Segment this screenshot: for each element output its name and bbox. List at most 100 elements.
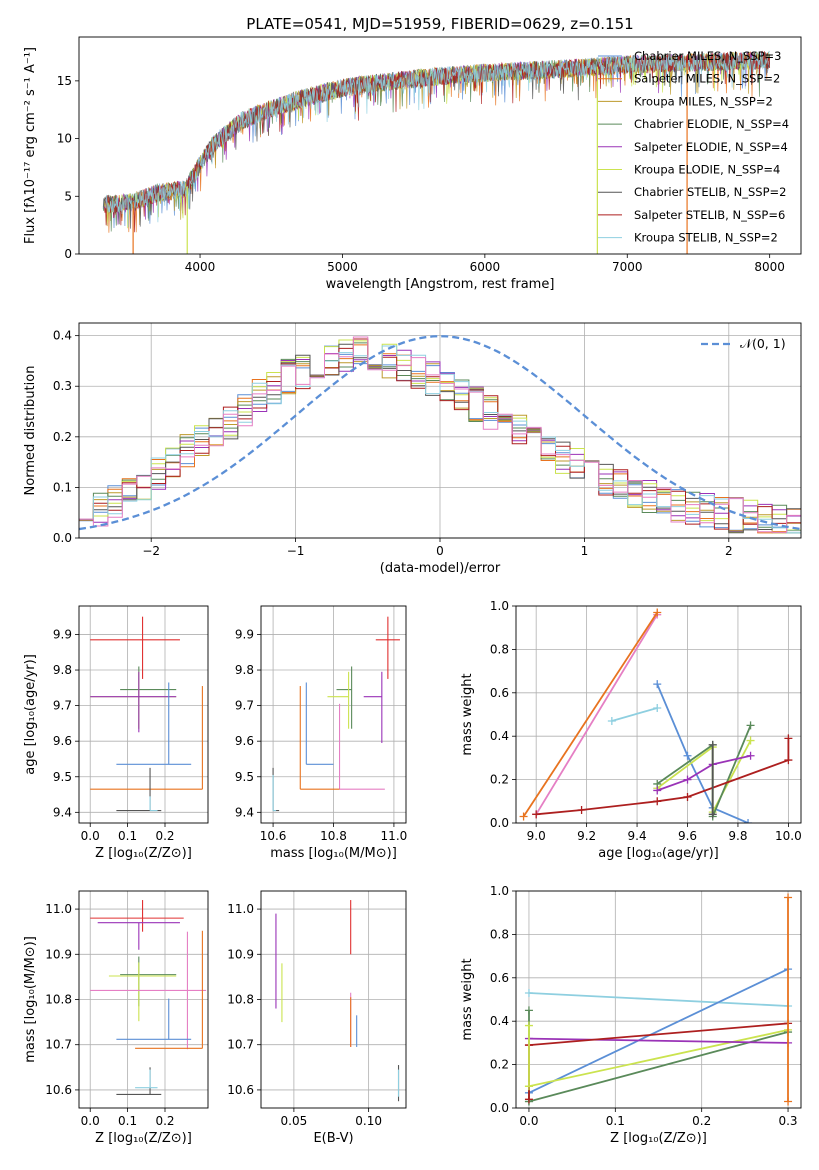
x-tick-label: 9.2 — [577, 829, 596, 843]
x-axis-label: Z [log₁₀(Z/Z⊙)] — [610, 1131, 707, 1146]
y-tick-label: 10 — [57, 132, 72, 146]
plot-frame — [78, 36, 802, 255]
weight-line — [528, 1022, 789, 1046]
weight-point — [784, 756, 793, 765]
y-tick-label: 9.4 — [235, 805, 254, 819]
x-tick-label: 5000 — [327, 260, 358, 274]
y-tick-label: 0.6 — [490, 971, 509, 985]
legend-label: Salpeter ELODIE, N_SSP=4 — [634, 140, 788, 154]
weight-point — [524, 1082, 533, 1091]
y-tick-label: 9.8 — [53, 663, 72, 677]
y-tick-label: 9.5 — [53, 770, 72, 784]
legend-label: Kroupa ELODIE, N_SSP=4 — [634, 163, 780, 177]
y-tick-label: 0.3 — [53, 379, 72, 393]
y-tick-label: 9.6 — [235, 734, 254, 748]
y-axis-label: age [log₁₀(age/yr)] — [23, 654, 38, 775]
x-tick-label: 0.3 — [778, 1114, 797, 1128]
x-tick-label: 0.0 — [81, 829, 100, 843]
weight-point — [784, 893, 793, 902]
y-tick-label: 0.1 — [53, 480, 72, 494]
x-tick-label: −2 — [142, 544, 160, 558]
weight-point — [653, 786, 662, 795]
y-tick-label: 0.6 — [490, 686, 509, 700]
plot-frame — [515, 605, 802, 824]
x-tick-label: 7000 — [612, 260, 643, 274]
weight-line — [611, 707, 658, 722]
figure-title: PLATE=0541, MJD=51959, FIBERID=0629, z=0… — [246, 15, 633, 33]
weight-vs-age-panel: 9.0 9.2 9.4 9.6 9.8 10.0 0.0 0.2 0.4 0.6 0.8 1.0 age… — [460, 599, 802, 861]
x-tick-label: 0.05 — [281, 1114, 308, 1128]
y-tick-label: 0.0 — [53, 531, 72, 545]
x-tick-label: 0.2 — [692, 1114, 711, 1128]
y-tick-label: 0.2 — [490, 1058, 509, 1072]
y-axis-label: mass [log₁₀(M/M⊙)] — [23, 936, 38, 1063]
x-tick-label: 9.4 — [628, 829, 647, 843]
residuals-panel: −2 −1 0 1 2 0.0 0.1 0.2 0.3 0.4 (data-model)/error… — [23, 322, 802, 576]
y-tick-label: 10.7 — [45, 1038, 72, 1052]
y-tick-label: 11.0 — [227, 902, 254, 916]
weight-line — [656, 754, 751, 792]
plot-area — [272, 616, 400, 812]
y-tick-label: 9.9 — [53, 627, 72, 641]
weight-point — [683, 751, 692, 760]
legend-label: Chabrier ELODIE, N_SSP=4 — [634, 117, 789, 131]
legend-label: Chabrier MILES, N_SSP=3 — [634, 49, 781, 63]
x-tick-label: 10.8 — [320, 829, 347, 843]
x-tick-label: −1 — [287, 544, 305, 558]
x-axis-label: (data-model)/error — [380, 561, 501, 576]
y-tick-label: 5 — [64, 189, 72, 203]
x-tick-label: 0.1 — [118, 829, 137, 843]
weight-point — [746, 736, 755, 745]
y-tick-label: 0.4 — [490, 729, 509, 743]
x-axis-label: mass [log₁₀(M/M⊙)] — [270, 846, 397, 861]
histogram-step — [79, 345, 801, 534]
y-axis-label: Flux [fλ10⁻¹⁷ erg cm⁻² s⁻¹ A⁻¹] — [23, 47, 38, 244]
weight-point — [653, 703, 662, 712]
weight-line — [528, 968, 789, 1094]
x-tick-label: 4000 — [185, 260, 216, 274]
weight-vs-metallicity-panel: 0.0 0.1 0.2 0.3 0.0 0.2 0.4 0.6 0.8 1.0 Z [log₁₀(Z… — [460, 884, 802, 1146]
weight-line — [528, 1029, 789, 1088]
y-tick-label: 0.2 — [53, 430, 72, 444]
y-tick-label: 9.7 — [53, 699, 72, 713]
histogram-step — [79, 349, 801, 533]
plot-frame — [78, 890, 209, 1109]
weight-point — [653, 797, 662, 806]
x-axis-label: Z [log₁₀(Z/Z⊙)] — [95, 1131, 192, 1146]
x-tick-label: 0 — [436, 544, 444, 558]
weight-line — [656, 683, 749, 823]
weight-line — [535, 614, 658, 815]
weight-point — [524, 1006, 533, 1015]
y-tick-label: 10.8 — [45, 993, 72, 1007]
x-tick-label: 11.0 — [381, 829, 408, 843]
weight-point — [519, 812, 528, 821]
y-tick-label: 0.8 — [490, 927, 509, 941]
y-tick-label: 1.0 — [490, 884, 509, 898]
y-axis-label: Normed distribution — [23, 366, 38, 496]
weight-line — [528, 1031, 789, 1103]
y-tick-label: 0.0 — [490, 816, 509, 830]
legend-label: Kroupa MILES, N_SSP=2 — [634, 94, 773, 108]
x-tick-label: 6000 — [470, 260, 501, 274]
plot-frame — [260, 890, 407, 1109]
spectrum-line — [105, 50, 770, 228]
plot-frame — [260, 605, 407, 824]
plot-frame — [78, 605, 209, 824]
x-tick-label: 8000 — [754, 260, 785, 274]
x-tick-label: 0.0 — [519, 1114, 538, 1128]
legend-label: Kroupa STELIB, N_SSP=2 — [634, 231, 778, 245]
x-tick-label: 1 — [581, 544, 589, 558]
weight-point — [653, 680, 662, 689]
weight-line — [528, 1037, 789, 1044]
weight-point — [683, 792, 692, 801]
legend-label: 𝒩(0, 1) — [740, 336, 786, 351]
legend-label: Chabrier STELIB, N_SSP=2 — [634, 185, 786, 199]
age-vs-mass-panel: 10.6 10.8 11.0 9.4 9.5 9.6 9.7 9.8 9.9 mass [log₁… — [235, 605, 408, 861]
y-tick-label: 0.2 — [490, 773, 509, 787]
x-tick-label: 0.2 — [155, 1114, 174, 1128]
weight-point — [653, 608, 662, 617]
weight-point — [708, 810, 717, 819]
y-tick-label: 10.9 — [227, 947, 254, 961]
y-tick-label: 9.6 — [53, 734, 72, 748]
